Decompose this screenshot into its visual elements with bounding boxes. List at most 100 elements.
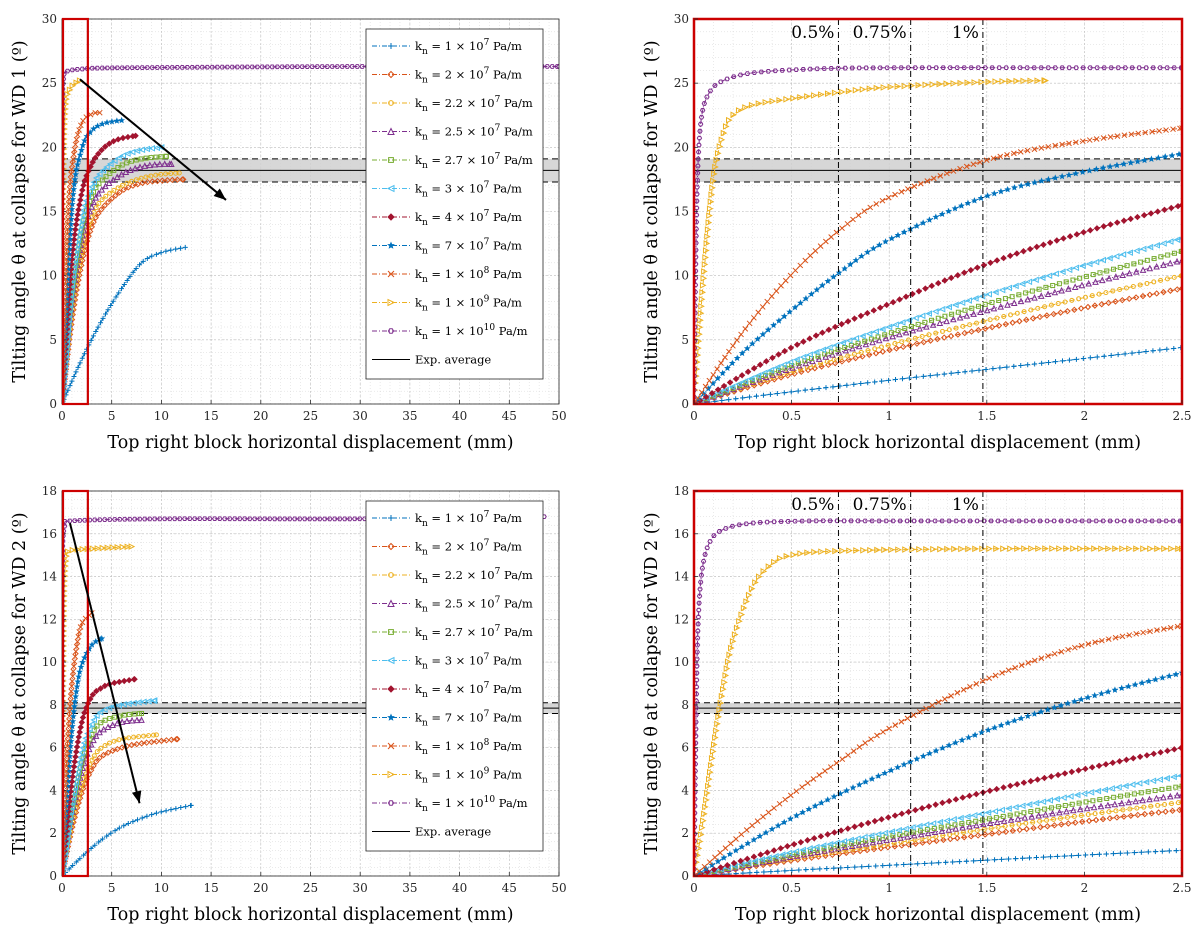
legend-entry: kn = 3 × 107 Pa/m <box>372 653 522 672</box>
data-point <box>95 210 102 217</box>
y-tick-label: 0 <box>49 869 57 883</box>
data-point <box>90 198 97 206</box>
data-point <box>695 628 701 634</box>
data-point <box>1142 129 1149 136</box>
data-point <box>1070 545 1077 552</box>
y-tick-label: 18 <box>42 484 57 498</box>
data-point <box>1106 809 1112 815</box>
data-point <box>71 783 78 791</box>
data-point <box>64 221 71 227</box>
data-point <box>1040 854 1046 860</box>
data-point <box>862 340 870 348</box>
data-point <box>910 831 918 839</box>
data-point <box>1161 545 1168 553</box>
data-point <box>1153 262 1160 270</box>
data-point <box>695 163 701 169</box>
data-point <box>787 344 795 352</box>
data-point <box>94 545 102 552</box>
data-point <box>1030 518 1036 524</box>
y-tick-label: 5 <box>681 333 689 347</box>
data-point <box>989 299 995 305</box>
data-point <box>835 65 841 71</box>
data-point <box>72 688 80 695</box>
legend-marker <box>387 599 395 607</box>
data-point <box>694 656 700 662</box>
legend-unit: Pa/m <box>489 654 522 668</box>
data-point <box>1110 288 1116 294</box>
data-point <box>812 348 820 356</box>
y-tick-label: 2 <box>681 826 689 840</box>
data-point <box>62 126 68 132</box>
data-point <box>839 756 846 763</box>
data-point <box>297 516 303 522</box>
data-point <box>711 170 718 178</box>
data-point <box>1056 808 1063 816</box>
data-point <box>1089 852 1095 858</box>
data-point <box>967 266 974 274</box>
data-point <box>896 330 903 338</box>
data-point <box>855 212 862 219</box>
data-point <box>1120 813 1128 820</box>
data-point <box>1070 277 1076 283</box>
data-point <box>1073 231 1081 238</box>
data-point <box>714 720 721 728</box>
data-point <box>773 288 780 294</box>
data-point <box>907 758 914 765</box>
data-point <box>135 817 141 823</box>
data-point <box>274 64 280 70</box>
data-point <box>961 329 968 337</box>
data-point <box>716 529 723 534</box>
data-point <box>865 348 871 354</box>
data-point <box>694 261 699 267</box>
data-point <box>694 831 698 837</box>
data-point <box>744 71 751 76</box>
legend: kn = 1 × 107 Pa/mkn = 2 × 107 Pa/mkn = 2… <box>365 500 544 852</box>
data-point <box>694 712 699 718</box>
data-point <box>972 545 979 553</box>
data-point <box>901 82 909 90</box>
data-point <box>302 516 308 522</box>
data-point <box>898 188 905 195</box>
data-point <box>292 516 298 522</box>
data-point <box>163 171 169 177</box>
legend-sup: 7 <box>495 624 501 634</box>
data-point <box>1126 269 1133 277</box>
data-point <box>1025 362 1031 368</box>
data-point <box>98 635 106 642</box>
data-point <box>92 174 100 182</box>
data-point <box>995 518 1001 524</box>
data-point <box>811 802 819 809</box>
data-point <box>817 833 825 840</box>
data-point <box>927 373 933 379</box>
data-point <box>1045 143 1052 150</box>
legend-marker <box>387 213 395 221</box>
data-point <box>966 819 972 825</box>
data-point <box>926 749 934 757</box>
data-point <box>946 327 952 333</box>
data-point <box>1156 776 1164 783</box>
data-point <box>114 745 121 753</box>
data-point <box>827 764 834 770</box>
data-point <box>63 773 69 779</box>
data-point <box>1097 797 1103 803</box>
data-point <box>70 668 77 675</box>
data-point <box>1164 346 1170 352</box>
data-point <box>75 276 82 284</box>
data-point <box>138 716 145 723</box>
legend-marker <box>387 241 395 249</box>
data-point <box>831 829 838 836</box>
data-point <box>904 832 911 840</box>
data-point <box>65 728 72 734</box>
data-point <box>1102 761 1110 768</box>
data-point <box>1042 806 1048 812</box>
data-point <box>1092 811 1098 817</box>
data-point <box>959 821 965 827</box>
data-point <box>130 269 136 275</box>
y-tick-label: 25 <box>42 76 57 90</box>
data-point <box>192 516 198 522</box>
data-point <box>116 678 123 686</box>
data-point <box>1004 364 1010 370</box>
data-point <box>851 351 857 357</box>
data-point <box>762 98 770 106</box>
